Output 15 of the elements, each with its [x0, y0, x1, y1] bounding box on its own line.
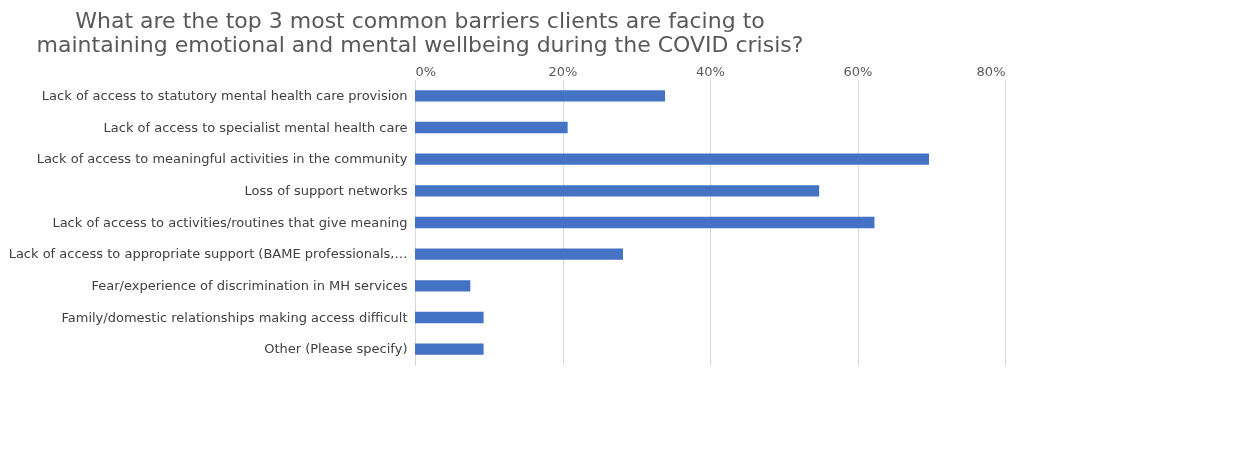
x-tick-label: 60%	[843, 63, 873, 79]
x-tick-label: 40%	[696, 63, 725, 79]
x-tick-label: 80%	[976, 63, 1006, 79]
y-tick-label: Lack of access to appropriate support (BAME professionals,…	[8, 246, 408, 262]
y-tick-label: Lack of access to activities/routines that give meaning	[52, 214, 408, 230]
x-tick-label: 20%	[548, 63, 578, 79]
y-tick-label: Family/domestic relationships making access difficult	[61, 309, 408, 325]
chart-title: What are the top 3 most common barriers clients are facing to maintaining emotional and mental wellbeing during the COVID crisis?	[36, 8, 804, 57]
x-tick-label: 0%	[415, 63, 437, 79]
y-tick-label: Lack of access to statutory mental health care provision	[41, 87, 408, 103]
y-tick-label: Lack of access to meaningful activities in the community	[36, 151, 408, 167]
y-tick-label: Lack of access to specialist mental health care	[103, 119, 408, 135]
y-tick-label: Other (Please specify)	[264, 341, 408, 357]
y-tick-label: Fear/experience of discrimination in MH services	[91, 277, 408, 293]
y-tick-label: Loss of support networks	[244, 182, 408, 198]
